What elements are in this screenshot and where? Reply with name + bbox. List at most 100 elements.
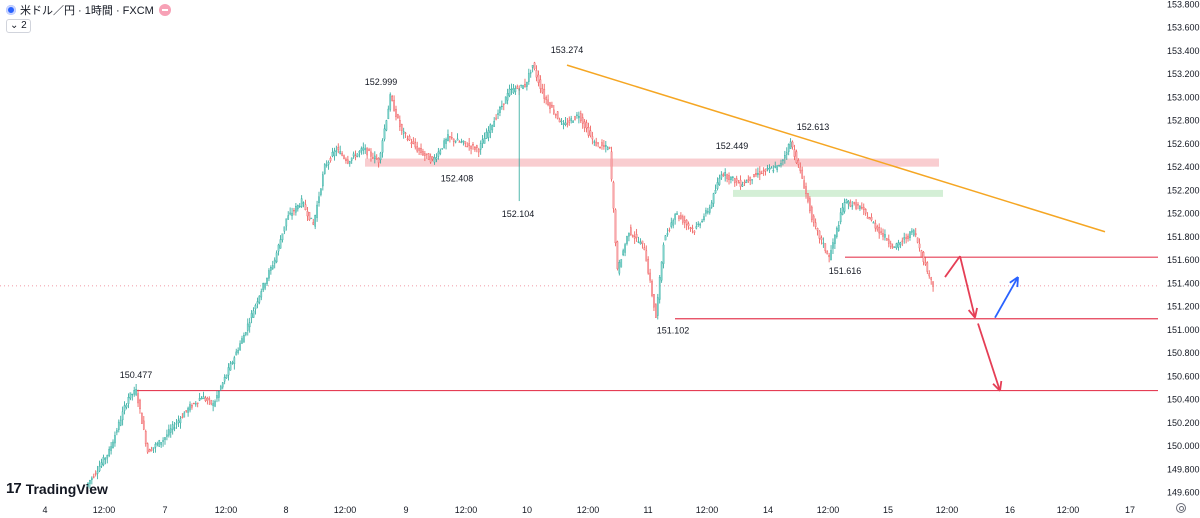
x-tick-label: 12:00 <box>215 505 238 515</box>
chevron-down-icon: ⌄ <box>10 20 19 31</box>
x-tick-label: 12:00 <box>455 505 478 515</box>
candle <box>443 138 445 149</box>
candle-body <box>229 363 232 371</box>
candle-body <box>466 146 469 148</box>
candle <box>131 393 134 401</box>
candle-body <box>772 170 775 172</box>
candle <box>687 221 690 230</box>
candle <box>493 117 496 127</box>
symbol-title[interactable]: 米ドル／円 · 1時間 · FXCM <box>20 5 154 17</box>
candle-body <box>445 139 447 144</box>
candle <box>641 240 644 249</box>
candle <box>924 256 927 267</box>
candle <box>870 213 873 222</box>
candle <box>861 202 863 210</box>
candle-body <box>373 155 376 159</box>
candle-body <box>475 145 478 149</box>
indicator-toggle[interactable]: ⌄ 2 <box>6 19 31 33</box>
candle-body <box>791 141 794 148</box>
candle-body <box>770 167 773 169</box>
candle-body <box>375 157 378 160</box>
candle-body <box>520 84 522 86</box>
price-annotation: 152.104 <box>502 209 535 219</box>
candle <box>193 402 195 405</box>
level-lines: 151.621151.091150.473151.37403:42 <box>0 251 1196 397</box>
candle-body <box>699 223 702 226</box>
candle <box>166 429 168 441</box>
candle-body <box>832 242 834 249</box>
candle <box>633 231 636 244</box>
candle <box>720 171 723 180</box>
x-tick-label: 8 <box>283 505 288 515</box>
candle <box>666 228 669 237</box>
candle <box>206 396 209 405</box>
x-tick-label: 16 <box>1005 505 1015 515</box>
tradingview-logo[interactable]: 17 TradingView <box>6 480 108 497</box>
candle <box>585 119 588 133</box>
candle <box>859 205 861 211</box>
candle-body <box>739 179 742 187</box>
candle-body <box>194 403 197 405</box>
candle <box>431 156 434 162</box>
candle <box>747 175 750 184</box>
candle <box>774 161 777 169</box>
projection-arrow-up-head <box>1016 276 1019 288</box>
candle-body <box>558 119 561 123</box>
candle-body <box>583 121 586 128</box>
candle <box>685 219 688 231</box>
candle <box>291 207 293 220</box>
candle-body <box>664 235 667 241</box>
candle-body <box>710 202 713 208</box>
candle-body <box>524 84 526 87</box>
candle-body <box>416 146 419 152</box>
candle-body <box>628 232 630 237</box>
candle <box>928 270 931 279</box>
chart-header[interactable]: 米ドル／円 · 1時間 · FXCM <box>6 2 171 18</box>
candle-body <box>914 233 917 236</box>
candle <box>252 307 255 318</box>
candle-body <box>127 397 130 404</box>
x-tick-label: 12:00 <box>817 505 840 515</box>
candle <box>520 84 522 88</box>
candle <box>350 157 353 164</box>
candle-body <box>572 120 574 123</box>
candle <box>356 153 359 158</box>
candle <box>424 150 426 162</box>
candle <box>164 437 166 445</box>
candle-body <box>235 351 238 356</box>
candle-body <box>468 143 471 146</box>
candle <box>248 317 251 333</box>
candle <box>456 133 459 141</box>
candle <box>801 166 804 179</box>
candle-body <box>497 113 499 115</box>
candle-body <box>601 142 603 146</box>
candle-body <box>100 462 103 467</box>
candle-body <box>676 213 678 215</box>
candle-body <box>464 141 467 144</box>
candle-body <box>570 118 573 121</box>
drawing-overlays <box>566 64 1106 392</box>
candle-body <box>701 220 703 223</box>
candle <box>651 279 653 298</box>
candle <box>614 208 617 247</box>
candle <box>337 143 340 154</box>
candle <box>150 446 153 452</box>
candle <box>508 84 511 98</box>
candle-body <box>321 174 324 187</box>
candle-body <box>720 174 723 179</box>
candle <box>270 265 272 275</box>
candle <box>893 246 896 248</box>
candle-body <box>298 205 301 208</box>
candle-body <box>414 142 417 148</box>
candle <box>755 168 757 178</box>
candle-body <box>125 404 128 408</box>
candle-body <box>608 147 611 149</box>
candle <box>807 193 809 204</box>
candle <box>123 401 126 415</box>
candle <box>911 228 913 235</box>
candle <box>918 238 921 252</box>
gear-icon[interactable] <box>1176 503 1186 513</box>
market-closed-badge-icon[interactable] <box>158 4 171 16</box>
y-tick-label: 152.200 <box>1167 185 1200 195</box>
